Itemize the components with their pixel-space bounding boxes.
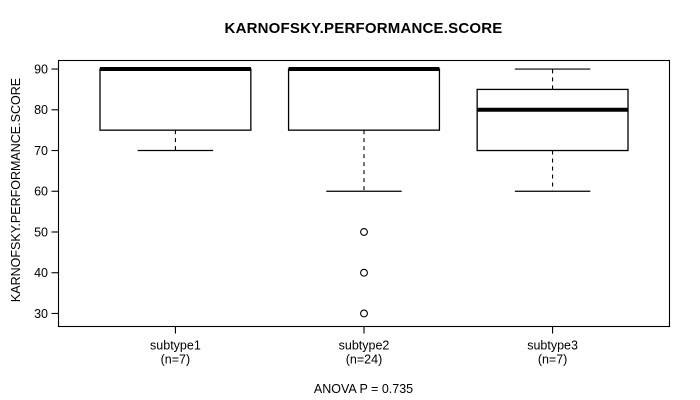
iqr-box	[476, 88, 629, 152]
category-label: subtype1	[150, 339, 201, 353]
chart-title: KARNOFSKY.PERFORMANCE.SCORE	[224, 20, 503, 37]
boxplot-group-subtype1: subtype1(n=7)	[99, 67, 252, 367]
outlier-point	[360, 268, 368, 277]
category-label: subtype3	[527, 339, 578, 353]
y-tick-label: 80	[34, 103, 48, 117]
iqr-box	[287, 68, 441, 131]
category-label: subtype2	[339, 339, 390, 353]
category-sublabel: (n=7)	[161, 353, 191, 367]
outlier-point	[360, 309, 368, 318]
y-tick-label: 30	[34, 307, 48, 321]
outlier-point	[360, 228, 368, 236]
category-sublabel: (n=7)	[538, 353, 568, 367]
category-sublabel: (n=24)	[346, 353, 382, 367]
boxplot-group-subtype3: subtype3(n=7)	[476, 68, 629, 367]
boxplot-group-subtype2: subtype2(n=24)	[287, 67, 441, 367]
iqr-box	[99, 68, 252, 131]
y-tick-label: 40	[34, 266, 48, 280]
y-tick-label: 70	[34, 144, 48, 158]
y-tick-label: 50	[34, 225, 48, 239]
y-tick-label: 60	[34, 185, 48, 199]
y-tick-label: 90	[34, 62, 48, 76]
anova-p-annotation: ANOVA P = 0.735	[313, 382, 414, 396]
